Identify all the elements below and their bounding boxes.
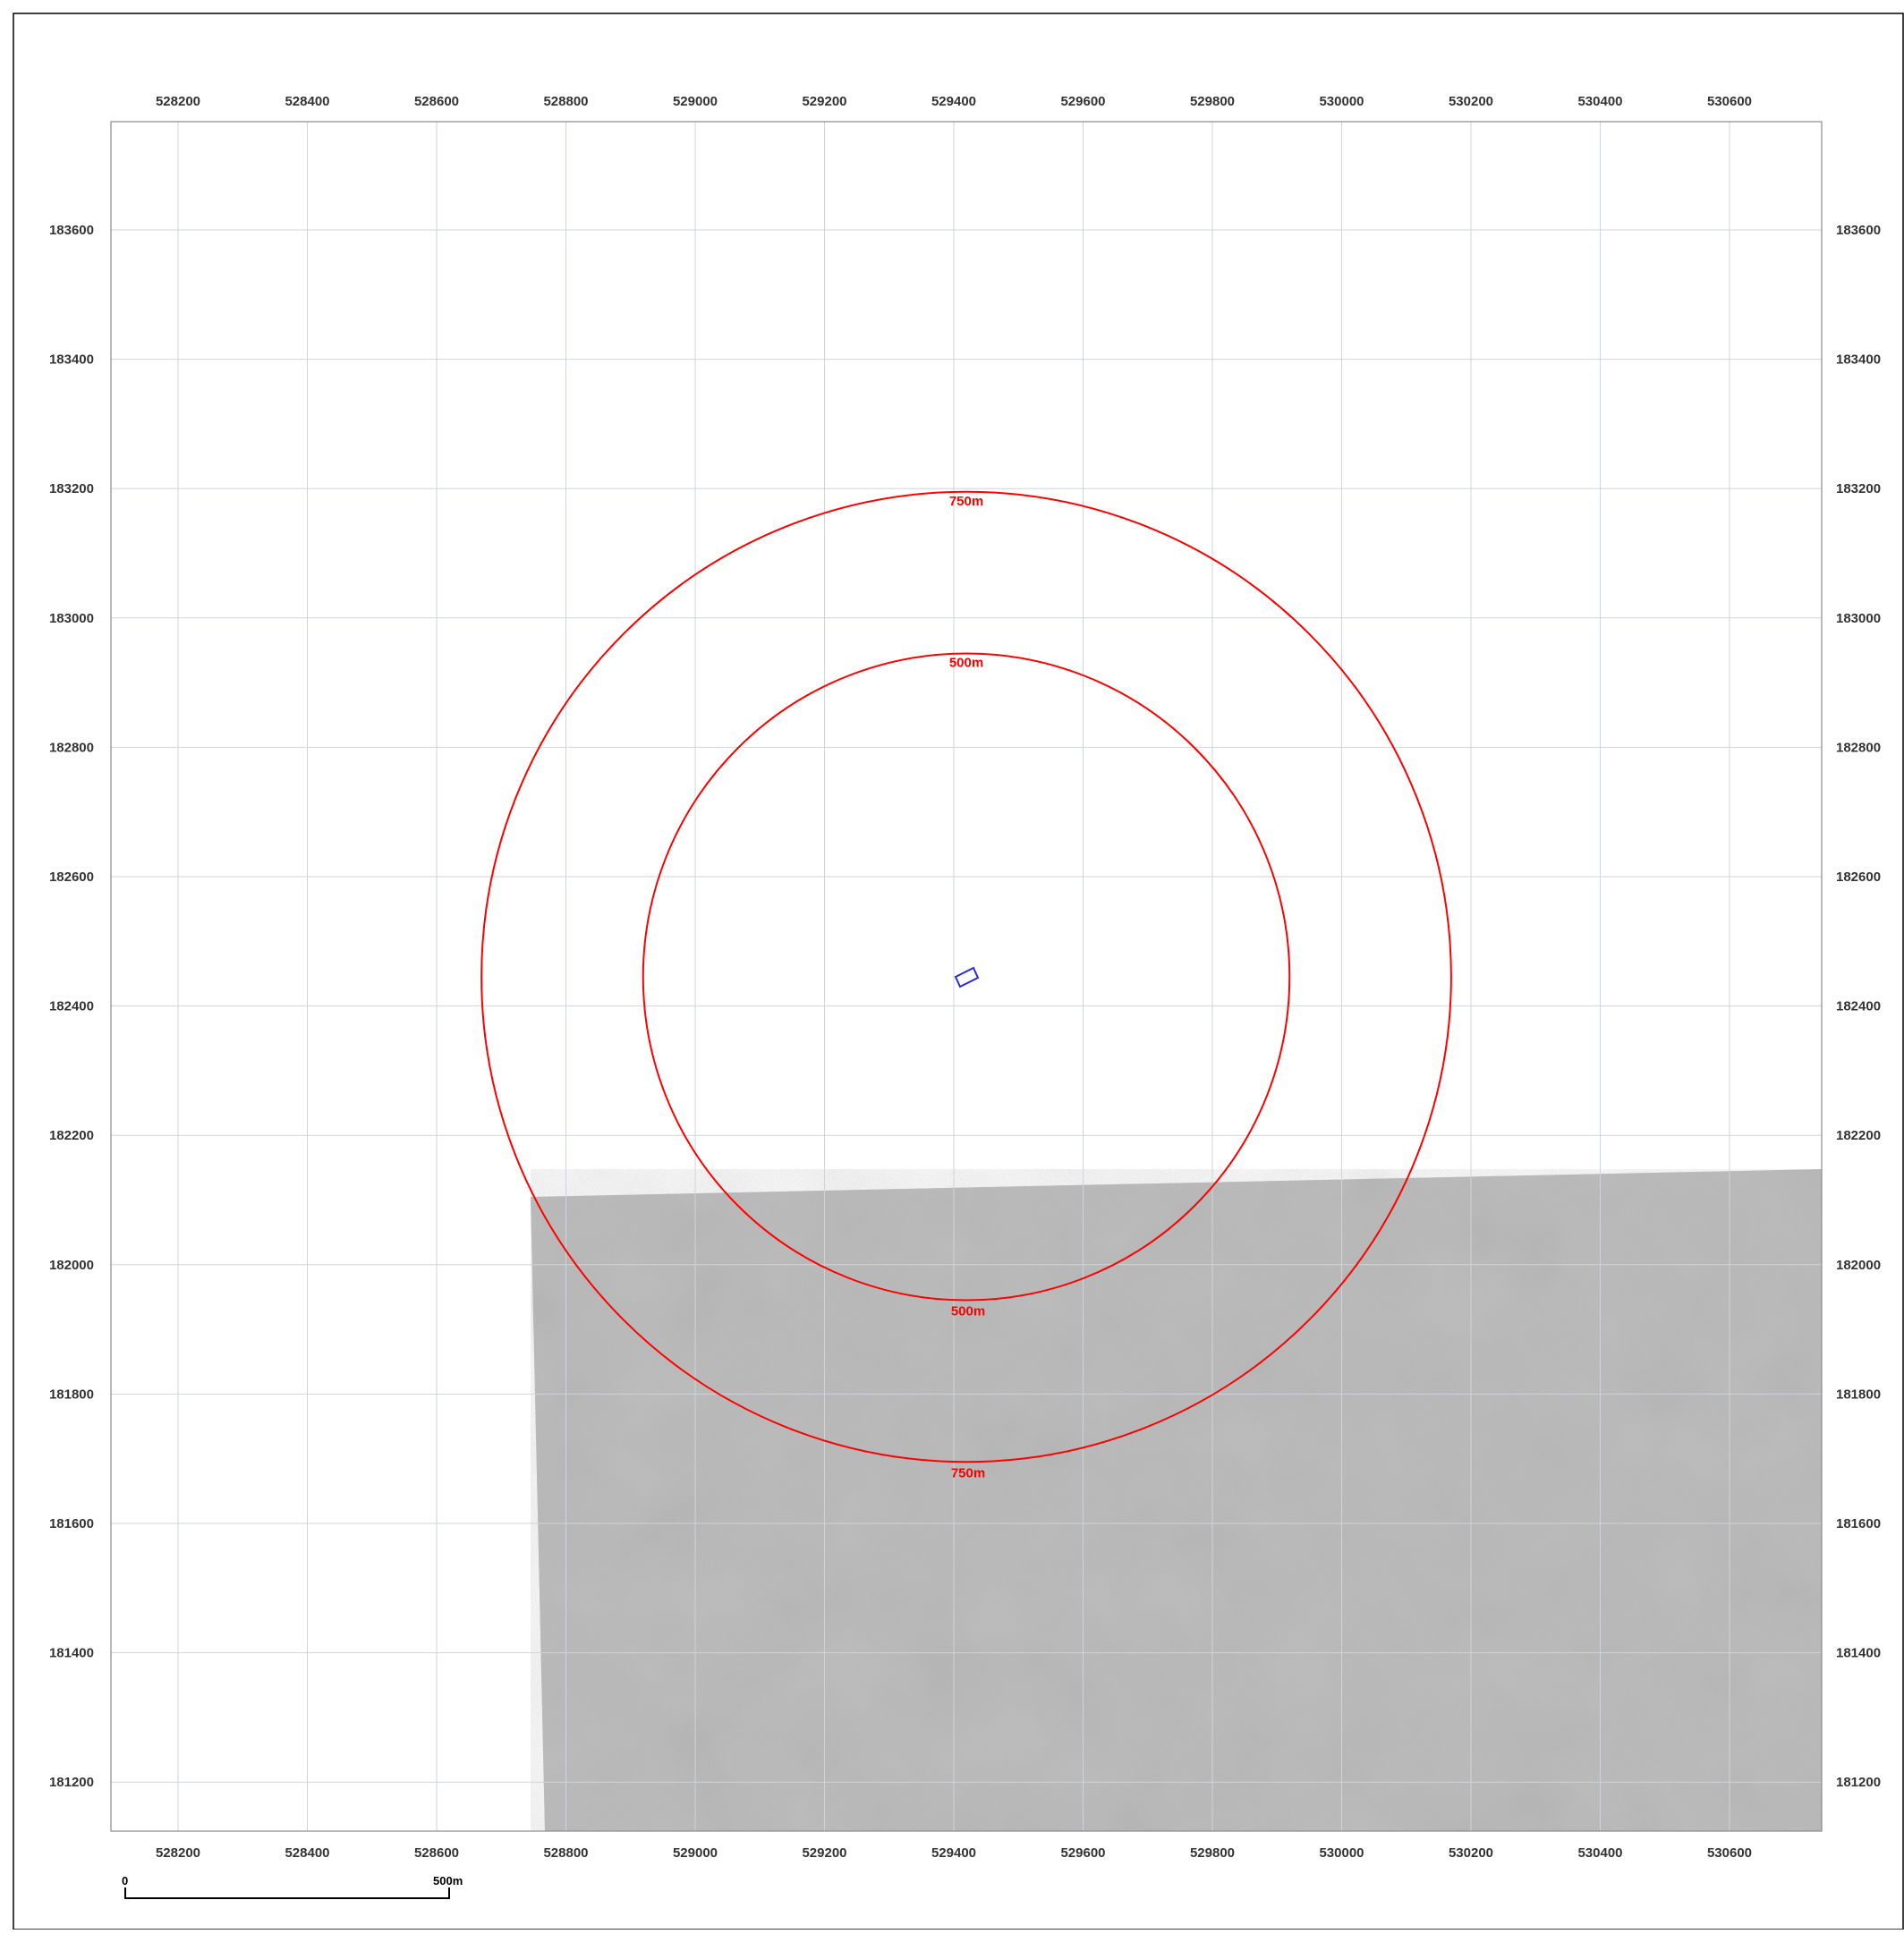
buffer-ring-750 — [480, 490, 1452, 1463]
x-tick-label-top: 529800 — [1190, 94, 1235, 109]
scale-bar-end-label: 500m — [433, 1874, 463, 1887]
x-tick-label-bottom: 529000 — [673, 1845, 718, 1861]
x-tick-label-top: 530400 — [1577, 94, 1622, 109]
x-tick-label-top: 529400 — [931, 94, 976, 109]
scale-bar-start-label: 0 — [122, 1874, 128, 1887]
y-tick-label-right: 183600 — [1836, 223, 1881, 238]
x-axis-top: 528200 528400 528600 528800 529000 529200 5294… — [156, 94, 1752, 109]
y-axis-left: 183600 183400 183200 183000 182800 182600 1824… — [49, 223, 94, 1790]
x-tick-label-bottom: 529600 — [1060, 1845, 1105, 1861]
x-tick-label-top: 530000 — [1319, 94, 1364, 109]
grid-lines — [111, 122, 1822, 1831]
x-tick-label-bottom: 530200 — [1449, 1845, 1493, 1861]
aerial-imagery-shading — [531, 1169, 1822, 1831]
x-tick-label-bottom: 530600 — [1707, 1845, 1752, 1861]
scale-bar: 0 500m — [122, 1874, 463, 1899]
x-tick-label-top: 528400 — [285, 94, 329, 109]
y-tick-label-left: 181200 — [49, 1775, 94, 1790]
buffer-label-bottom-500: 500m — [951, 1304, 985, 1319]
x-tick-label-top: 529200 — [802, 94, 846, 109]
x-tick-label-top: 530600 — [1707, 94, 1752, 109]
x-tick-label-bottom: 528600 — [414, 1845, 459, 1861]
x-tick-label-top: 528600 — [414, 94, 459, 109]
x-tick-label-bottom: 528200 — [156, 1845, 200, 1861]
x-tick-label-top: 528200 — [156, 94, 200, 109]
y-tick-label-left: 181400 — [49, 1646, 94, 1661]
x-tick-label-top: 528800 — [543, 94, 588, 109]
buffer-label-top-500: 500m — [949, 656, 983, 671]
buffer-label-top-750: 750m — [949, 494, 983, 509]
x-axis-bottom: 528200 528400 528600 528800 529000 529200 5294… — [156, 1845, 1752, 1861]
y-tick-label-right: 182200 — [1836, 1128, 1881, 1143]
y-tick-label-right: 182600 — [1836, 869, 1881, 885]
y-tick-label-left: 181800 — [49, 1387, 94, 1402]
buffer-rings: 500m 500m 750m 750m — [480, 490, 1452, 1480]
y-tick-label-left: 182400 — [49, 999, 94, 1014]
x-tick-label-bottom: 529800 — [1190, 1845, 1235, 1861]
y-tick-label-right: 181800 — [1836, 1387, 1881, 1402]
y-tick-label-left: 183400 — [49, 352, 94, 368]
y-tick-label-left: 182600 — [49, 869, 94, 885]
y-tick-label-right: 182400 — [1836, 999, 1881, 1014]
x-tick-label-bottom: 529400 — [931, 1845, 976, 1861]
y-tick-label-right: 181200 — [1836, 1775, 1881, 1790]
y-tick-label-right: 183200 — [1836, 481, 1881, 496]
y-tick-label-left: 182000 — [49, 1258, 94, 1273]
y-tick-label-right: 181600 — [1836, 1516, 1881, 1531]
y-tick-label-right: 182000 — [1836, 1258, 1881, 1273]
x-tick-label-bottom: 530000 — [1319, 1845, 1364, 1861]
y-tick-label-left: 183000 — [49, 611, 94, 626]
y-tick-label-right: 181400 — [1836, 1646, 1881, 1661]
y-tick-label-right: 183400 — [1836, 352, 1881, 368]
map-frame — [110, 121, 1823, 1832]
site-boundary[interactable] — [954, 966, 980, 988]
x-tick-label-top: 530200 — [1449, 94, 1493, 109]
y-tick-label-left: 182200 — [49, 1128, 94, 1143]
buffer-label-bottom-750: 750m — [951, 1465, 985, 1480]
y-tick-label-left: 182800 — [49, 740, 94, 755]
y-tick-label-right: 182800 — [1836, 740, 1881, 755]
buffer-ring-500 — [642, 652, 1291, 1302]
x-tick-label-top: 529600 — [1060, 94, 1105, 109]
x-tick-label-bottom: 528800 — [543, 1845, 588, 1861]
y-axis-right: 183600 183400 183200 183000 182800 182600 1824… — [1836, 223, 1881, 1790]
x-tick-label-bottom: 528400 — [285, 1845, 329, 1861]
x-tick-label-top: 529000 — [673, 94, 718, 109]
x-tick-label-bottom: 529200 — [802, 1845, 846, 1861]
y-tick-label-left: 181600 — [49, 1516, 94, 1531]
y-tick-label-right: 183000 — [1836, 611, 1881, 626]
y-tick-label-left: 183200 — [49, 481, 94, 496]
y-tick-label-left: 183600 — [49, 223, 94, 238]
x-tick-label-bottom: 530400 — [1577, 1845, 1622, 1861]
scale-bar-line — [124, 1887, 450, 1899]
